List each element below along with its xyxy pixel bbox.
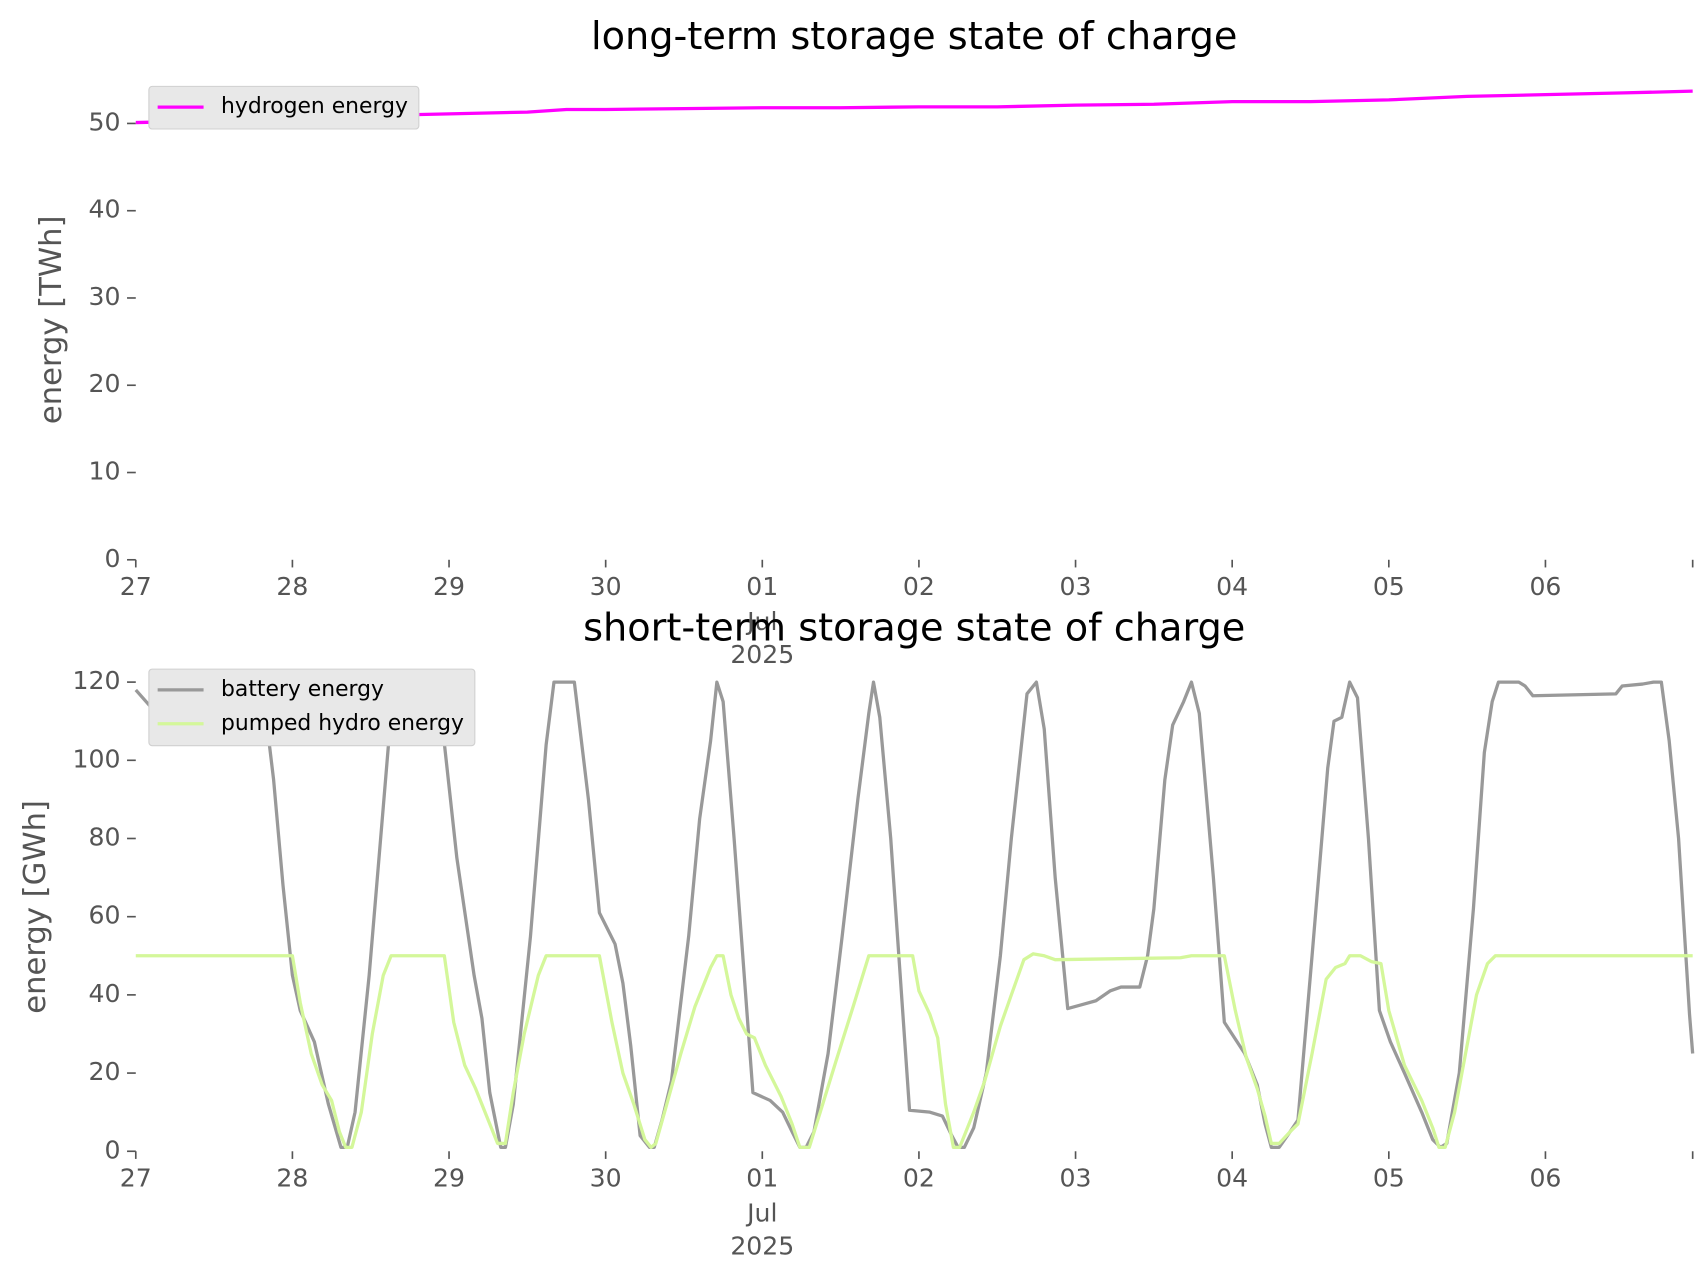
- x-tick-label: 30: [590, 572, 622, 601]
- x-tick-label: 03: [1060, 1164, 1092, 1193]
- x-tick-label: 03: [1060, 572, 1092, 601]
- y-tick-label: 0: [104, 544, 120, 573]
- x-tick-label: 29: [433, 572, 465, 601]
- x-tick-sublabel: Jul: [745, 607, 777, 636]
- y-tick-label: 50: [88, 107, 120, 136]
- x-tick-label: 28: [276, 1164, 308, 1193]
- y-tick-label: 20: [88, 1057, 120, 1086]
- y-tick-label: 120: [73, 666, 121, 695]
- y-tick-label: 80: [88, 822, 120, 851]
- x-tick-label: 06: [1529, 572, 1561, 601]
- y-tick-label: 40: [88, 195, 120, 224]
- x-tick-label: 27: [120, 1164, 152, 1193]
- x-tick-label: 01: [746, 1164, 778, 1193]
- legend-label: battery energy: [221, 677, 384, 702]
- x-tick-label: 05: [1373, 1164, 1405, 1193]
- y-tick-label: 30: [88, 282, 120, 311]
- chart-title: long-term storage state of charge: [591, 14, 1237, 59]
- x-tick-label: 27: [120, 572, 152, 601]
- legend: hydrogen energy: [148, 85, 420, 130]
- x-tick-sublabel: Jul: [745, 1199, 777, 1228]
- legend-box: [148, 85, 420, 130]
- y-tick-label: 40: [88, 979, 120, 1008]
- y-tick-label: 60: [88, 901, 120, 930]
- legend-box: [148, 668, 476, 747]
- x-tick-label: 30: [590, 1164, 622, 1193]
- y-tick-label: 10: [88, 457, 120, 486]
- x-tick-label: 05: [1373, 572, 1405, 601]
- x-tick-label: 06: [1529, 1164, 1561, 1193]
- x-tick-label: 28: [276, 572, 308, 601]
- y-tick-label: 100: [73, 744, 121, 773]
- series-line: [135, 952, 1693, 1149]
- x-tick-label: 02: [903, 572, 935, 601]
- x-tick-label: 04: [1216, 572, 1248, 601]
- x-tick-label: 02: [903, 1164, 935, 1193]
- x-tick-label: 29: [433, 1164, 465, 1193]
- x-tick-label: 04: [1216, 1164, 1248, 1193]
- x-tick-sublabel: 2025: [730, 1231, 794, 1260]
- legend-label: hydrogen energy: [221, 94, 408, 119]
- legend: battery energy pumped hydro energy: [148, 668, 476, 747]
- y-tick-label: 0: [104, 1135, 120, 1164]
- series-line: [134, 680, 1695, 1149]
- y-axis-label: energy [TWh]: [34, 215, 69, 424]
- x-tick-sublabel: 2025: [730, 640, 794, 669]
- y-tick-label: 20: [88, 369, 120, 398]
- chart-title: short-term storage state of charge: [583, 605, 1245, 650]
- x-tick-label: 01: [746, 572, 778, 601]
- y-axis-label: energy [GWh]: [18, 800, 53, 1014]
- legend-label: pumped hydro energy: [221, 711, 464, 736]
